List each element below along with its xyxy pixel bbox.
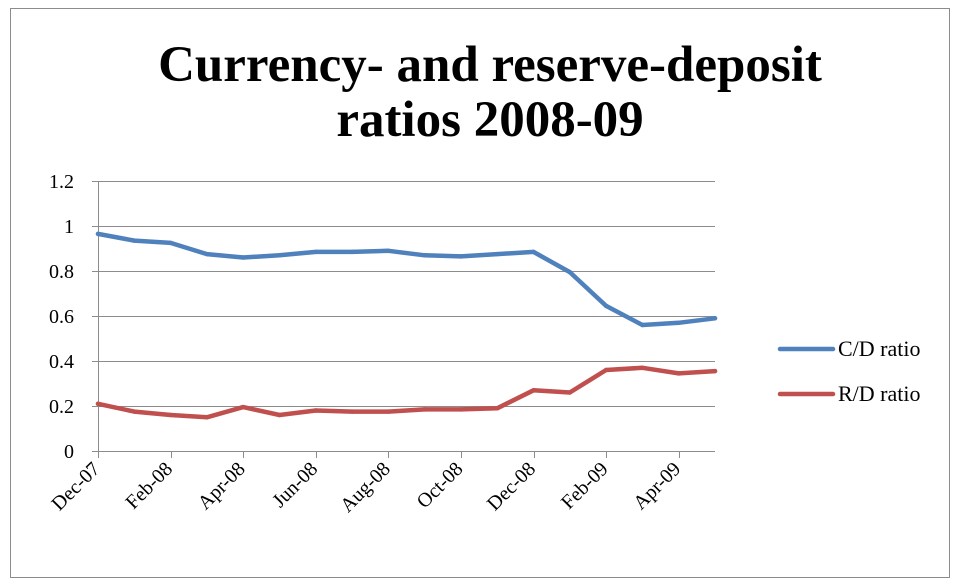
data-point bbox=[241, 255, 246, 260]
data-point bbox=[168, 240, 173, 246]
data-point bbox=[168, 412, 173, 418]
y-axis-ticks: 0 0.2 0.4 0.6 0.8 1 1.2 bbox=[49, 171, 98, 463]
data-point bbox=[712, 316, 718, 321]
data-point bbox=[531, 249, 536, 255]
data-point bbox=[277, 412, 282, 418]
y-tick-label: 0.6 bbox=[49, 306, 74, 328]
series-c-d-ratio bbox=[95, 231, 718, 328]
y-tick-label: 0.2 bbox=[49, 396, 74, 418]
legend-item: C/D ratio bbox=[777, 336, 921, 361]
data-point bbox=[313, 249, 318, 255]
data-point bbox=[132, 238, 137, 243]
gridlines bbox=[98, 181, 715, 407]
data-point bbox=[458, 254, 464, 259]
data-point bbox=[349, 249, 355, 255]
data-point bbox=[313, 408, 318, 413]
series-r-d-ratio bbox=[95, 365, 718, 420]
data-point bbox=[640, 322, 645, 328]
data-point bbox=[95, 231, 101, 237]
series-line-c-d-ratio bbox=[95, 231, 718, 328]
y-tick-label: 0.8 bbox=[49, 261, 74, 283]
y-tick-label: 1.2 bbox=[49, 171, 74, 193]
plot-series bbox=[95, 231, 718, 420]
data-point bbox=[676, 320, 681, 325]
data-point bbox=[386, 248, 391, 253]
legend-item: R/D ratio bbox=[777, 381, 921, 406]
data-point bbox=[640, 365, 645, 370]
data-point bbox=[531, 388, 536, 393]
data-point bbox=[495, 251, 500, 257]
data-point bbox=[132, 409, 137, 414]
data-point bbox=[422, 253, 427, 258]
data-point bbox=[603, 303, 609, 309]
data-point bbox=[349, 409, 355, 414]
data-point bbox=[676, 371, 681, 376]
y-tick-label: 1 bbox=[64, 216, 74, 238]
chart-border bbox=[10, 8, 950, 578]
data-point bbox=[204, 251, 210, 257]
data-point bbox=[241, 404, 246, 410]
data-point bbox=[386, 409, 391, 414]
data-point bbox=[567, 269, 572, 275]
data-point bbox=[712, 368, 718, 374]
y-tick-label: 0.4 bbox=[49, 351, 74, 373]
chart-title: Currency- and reserve-deposit ratios 200… bbox=[158, 37, 822, 148]
legend: C/D ratio R/D ratio bbox=[777, 336, 921, 406]
data-point bbox=[204, 415, 210, 420]
data-point bbox=[277, 253, 282, 258]
legend-label: R/D ratio bbox=[838, 381, 921, 406]
series-line-r-d-ratio bbox=[95, 365, 718, 420]
data-point bbox=[603, 367, 609, 373]
y-tick-label: 0 bbox=[64, 441, 74, 463]
data-point bbox=[422, 407, 427, 412]
data-point bbox=[567, 390, 572, 395]
data-point bbox=[95, 401, 101, 406]
legend-label: C/D ratio bbox=[838, 336, 921, 361]
data-point bbox=[495, 406, 500, 411]
data-point bbox=[458, 407, 464, 412]
